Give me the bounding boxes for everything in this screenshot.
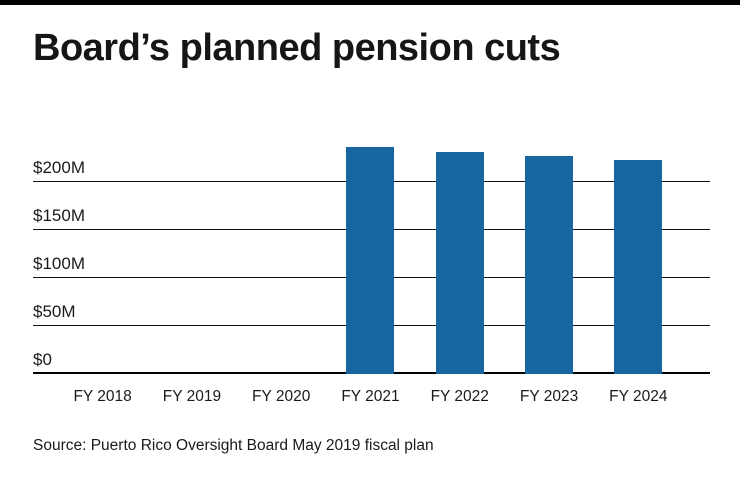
bar-slot	[504, 134, 593, 374]
x-axis-labels: FY 2018 FY 2019 FY 2020 FY 2021 FY 2022 FY 20…	[58, 388, 683, 406]
bar-slot	[58, 134, 147, 374]
bar-slot	[147, 134, 236, 374]
y-axis-tick-label: $100M	[33, 254, 85, 273]
bar-fy-2021	[346, 147, 395, 374]
x-axis-tick-label: FY 2024	[609, 388, 668, 405]
x-axis-tick-label: FY 2018	[73, 388, 132, 405]
bar-fy-2022	[435, 152, 484, 374]
chart-title: Board’s planned pension cuts	[33, 27, 561, 69]
y-axis-tick-label: $150M	[33, 206, 85, 225]
x-axis-tick-label: FY 2021	[341, 388, 400, 405]
x-axis-tick-label: FY 2022	[430, 388, 489, 405]
plot-bars	[58, 134, 683, 374]
plot-area: $0 $50M $100M $150M $200M	[33, 134, 710, 374]
bar-slot	[415, 134, 504, 374]
source-note: Source: Puerto Rico Oversight Board May …	[33, 437, 434, 454]
bar-slot	[237, 134, 326, 374]
y-axis-tick-label: $50M	[33, 302, 76, 321]
bar-fy-2023	[525, 156, 574, 374]
bar-fy-2024	[614, 159, 663, 374]
y-axis-tick-label: $200M	[33, 158, 85, 177]
y-axis-tick-label: $0	[33, 350, 52, 369]
bar-slot	[594, 134, 683, 374]
x-axis-tick-label: FY 2020	[252, 388, 311, 405]
bar-slot	[326, 134, 415, 374]
x-axis-tick-label: FY 2019	[162, 388, 222, 405]
x-axis-tick-label: FY 2023	[519, 388, 579, 405]
